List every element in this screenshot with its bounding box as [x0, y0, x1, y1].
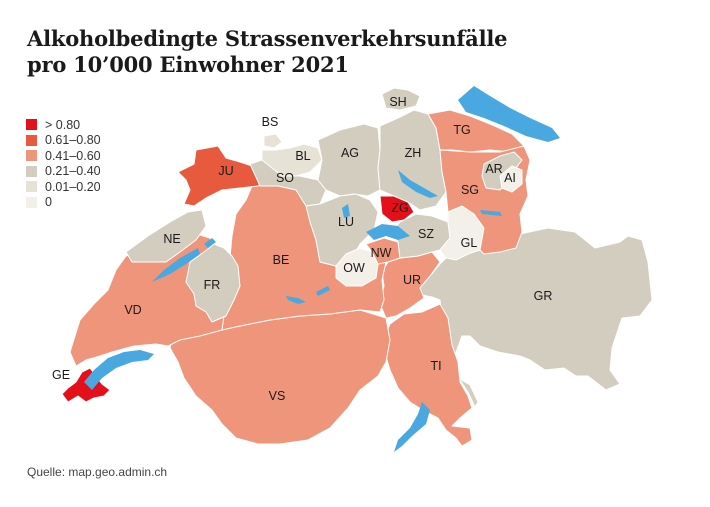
legend-swatch [26, 165, 37, 177]
label-ZG: ZG [391, 201, 408, 215]
legend: > 0.80 0.61–0.80 0.41–0.60 0.21–0.40 0.0… [26, 117, 101, 210]
legend-item: 0.21–0.40 [26, 164, 101, 180]
canton-AG[interactable] [317, 123, 381, 197]
label-BE: BE [273, 253, 290, 267]
label-TG: TG [453, 123, 470, 137]
label-OW: OW [343, 261, 365, 275]
canton-labels: BS BL AG ZH SH TG AR AI SG JU SO ZG LU S… [52, 95, 552, 403]
legend-label: 0.41–0.60 [45, 148, 101, 163]
label-ZH: ZH [405, 146, 422, 160]
label-UR: UR [403, 273, 421, 287]
lake-lucerne [366, 224, 410, 240]
legend-swatch [26, 119, 37, 131]
canton-FR[interactable] [185, 243, 241, 323]
legend-label: > 0.80 [45, 117, 81, 132]
title-line-1: Alkoholbedingte Strassenverkehrsunfälle [27, 26, 508, 51]
label-GR: GR [534, 289, 553, 303]
canton-JU[interactable] [177, 145, 269, 207]
legend-label: 0.01–0.20 [45, 179, 101, 194]
canton-ZH[interactable] [377, 109, 447, 211]
lake-maggiore [394, 402, 430, 452]
label-VS: VS [269, 389, 286, 403]
label-NE: NE [163, 232, 180, 246]
lake-biel [204, 238, 216, 248]
label-FR: FR [204, 278, 221, 292]
legend-swatch [26, 150, 37, 162]
label-AR: AR [485, 162, 502, 176]
canton-NE[interactable] [125, 209, 207, 263]
label-GL: GL [461, 236, 478, 250]
legend-swatch [26, 196, 37, 208]
canton-SZ[interactable] [391, 213, 451, 259]
legend-swatch [26, 181, 37, 193]
label-LU: LU [338, 215, 354, 229]
lakes [84, 86, 560, 452]
label-BS: BS [262, 115, 279, 129]
label-JU: JU [218, 164, 233, 178]
legend-label: 0.21–0.40 [45, 164, 101, 179]
canton-SH[interactable] [381, 87, 421, 111]
label-VD: VD [124, 303, 141, 317]
legend-label: 0 [45, 195, 52, 210]
canton-NW[interactable] [365, 237, 401, 265]
label-SG: SG [461, 183, 479, 197]
canton-TI[interactable] [383, 303, 473, 447]
canton-AI[interactable] [499, 165, 523, 193]
label-SH: SH [389, 95, 406, 109]
lake-walensee [480, 210, 502, 216]
lake-sempach [342, 204, 350, 218]
canton-OW[interactable] [335, 247, 379, 287]
lake-brienz [316, 286, 330, 296]
legend-item: 0.41–0.60 [26, 148, 101, 164]
lake-constance [458, 86, 560, 142]
label-TI: TI [430, 359, 441, 373]
label-SZ: SZ [418, 227, 434, 241]
label-AI: AI [504, 171, 516, 185]
lake-zurich [398, 170, 438, 198]
lake-neuchatel [152, 248, 200, 282]
legend-item: 0 [26, 195, 101, 211]
legend-swatch [26, 134, 37, 146]
legend-item: 0.61–0.80 [26, 133, 101, 149]
canton-BL[interactable] [261, 143, 323, 177]
legend-item: 0.01–0.20 [26, 179, 101, 195]
legend-item: > 0.80 [26, 117, 101, 133]
legend-label: 0.61–0.80 [45, 133, 101, 148]
lake-geneva [84, 350, 154, 390]
canton-BS[interactable] [263, 133, 283, 149]
source-note: Quelle: map.geo.admin.ch [27, 465, 168, 479]
title-line-2: pro 10’000 Einwohner 2021 [27, 52, 349, 77]
label-AG: AG [341, 146, 359, 160]
lake-thun [286, 296, 306, 304]
canton-LU[interactable] [305, 193, 379, 267]
label-GE: GE [52, 368, 70, 382]
map-title: Alkoholbedingte Strassenverkehrsunfälle … [27, 26, 508, 78]
label-BL: BL [295, 149, 310, 163]
label-SO: SO [276, 171, 294, 185]
label-NW: NW [371, 246, 392, 260]
